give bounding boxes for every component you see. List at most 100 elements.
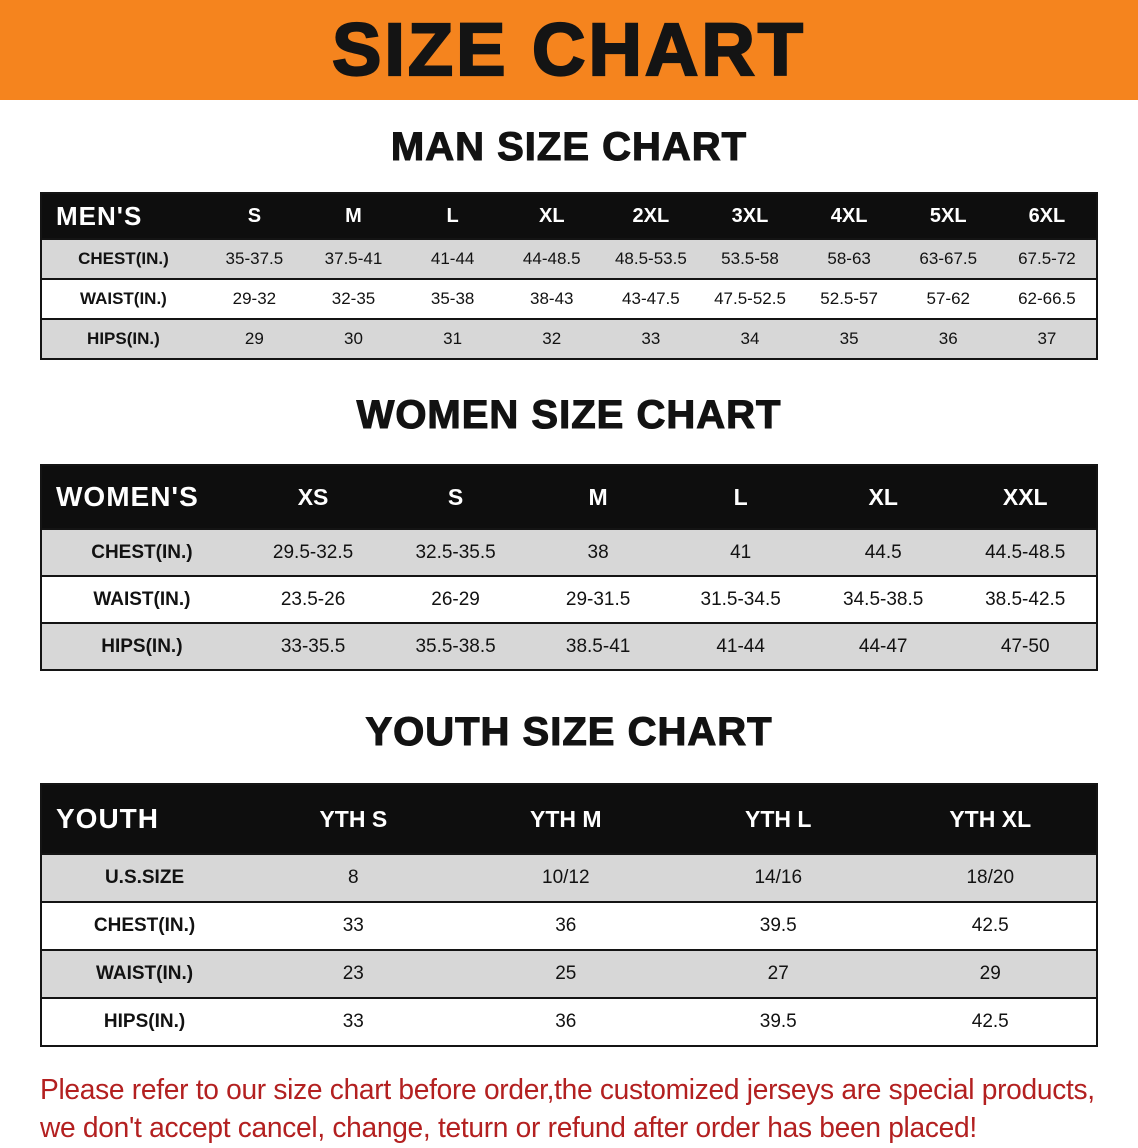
disclaimer-line-2: we don't accept cancel, change, teturn o… xyxy=(40,1112,977,1145)
measurement-value: 38.5-41 xyxy=(565,635,631,657)
table-header-row: WOMEN'S XS S M L XL XXL xyxy=(41,465,1097,529)
measurement-value: 41-44 xyxy=(430,249,475,268)
table-title-cell: WOMEN'S xyxy=(56,481,199,512)
measurement-value: 33 xyxy=(342,915,364,936)
measurement-value: 29.5-32.5 xyxy=(272,541,354,563)
table-title-cell: YOUTH xyxy=(56,803,159,834)
measurement-value: 38.5-42.5 xyxy=(985,588,1066,610)
size-column-header: M xyxy=(345,204,362,227)
size-column-header: YTH M xyxy=(530,805,602,832)
measurement-value: 42.5 xyxy=(971,915,1009,936)
size-column-header: 3XL xyxy=(731,204,769,227)
measurement-label: HIPS(IN.) xyxy=(103,1011,186,1032)
section-women: WOMEN SIZE CHART WOMEN'S XS S M L XL XXL CHEST(… xyxy=(0,392,1138,671)
size-column-header: YTH L xyxy=(745,805,812,832)
size-column-header: 4XL xyxy=(830,204,868,227)
measurement-value: 10/12 xyxy=(542,867,590,888)
measurement-value: 32.5-35.5 xyxy=(415,541,496,563)
measurement-value: 25 xyxy=(555,963,577,984)
measurement-value: 42.5 xyxy=(971,1011,1009,1032)
size-column-header: XXL xyxy=(1002,483,1048,510)
size-column-header: XL xyxy=(538,204,565,227)
size-column-header: M xyxy=(588,483,608,510)
men-size-chart-heading: MAN SIZE CHART xyxy=(390,124,748,169)
measurement-label: WAIST(IN.) xyxy=(93,588,191,610)
measurement-value: 23 xyxy=(342,963,364,984)
size-column-header: S xyxy=(247,204,262,227)
size-chart-content: MAN SIZE CHART MEN'S S M L XL 2XL 3XL 4XL 5XL 6XL… xyxy=(0,124,1138,1047)
measurement-value: 35-37.5 xyxy=(225,249,284,268)
measurement-row: WAIST(IN.) 29-32 32-35 35-38 38-43 43-47.5 47.… xyxy=(41,279,1097,319)
measurement-value: 44-47 xyxy=(858,635,908,657)
size-column-header: L xyxy=(446,204,459,227)
size-column-header: 5XL xyxy=(929,204,967,227)
disclaimer-line-1: Please refer to our size chart before or… xyxy=(40,1074,1095,1106)
measurement-value: 32-35 xyxy=(331,289,376,308)
measurement-value: 18/20 xyxy=(966,867,1015,888)
measurement-value: 35 xyxy=(839,329,859,348)
measurement-value: 47.5-52.5 xyxy=(714,289,786,308)
measurement-value: 23.5-26 xyxy=(280,588,346,610)
size-column-header: 6XL xyxy=(1028,204,1066,227)
measurement-value: 35-38 xyxy=(430,289,475,308)
women-size-table: WOMEN'S XS S M L XL XXL CHEST(IN.) 29.5-32.5 32.5… xyxy=(40,464,1098,671)
measurement-value: 37 xyxy=(1037,329,1057,348)
size-column-header: YTH XL xyxy=(949,805,1032,832)
banner: SIZE CHART xyxy=(0,0,1138,100)
measurement-value: 14/16 xyxy=(754,867,803,888)
youth-size-chart-heading: YOUTH SIZE CHART xyxy=(365,709,773,754)
measurement-value: 29 xyxy=(244,329,264,348)
measurement-value: 31.5-34.5 xyxy=(700,588,781,610)
measurement-value: 32 xyxy=(542,329,562,348)
measurement-label: U.S.SIZE xyxy=(104,867,185,888)
measurement-value: 48.5-53.5 xyxy=(614,249,687,268)
measurement-value: 38 xyxy=(587,541,609,563)
measurement-label: WAIST(IN.) xyxy=(95,963,194,984)
measurement-value: 29-31.5 xyxy=(565,588,631,610)
table-header-row: YOUTH YTH S YTH M YTH L YTH XL xyxy=(41,784,1097,854)
measurement-value: 67.5-72 xyxy=(1018,249,1076,268)
measurement-value: 33-35.5 xyxy=(280,635,346,657)
page-title: SIZE CHART xyxy=(331,8,806,91)
measurement-row: WAIST(IN.) 23.5-26 26-29 29-31.5 31.5-34.5 34… xyxy=(41,576,1097,623)
measurement-value: 8 xyxy=(348,867,359,888)
measurement-value: 62-66.5 xyxy=(1018,289,1076,308)
measurement-value: 44.5-48.5 xyxy=(985,541,1066,563)
measurement-value: 27 xyxy=(767,963,789,984)
disclaimer: Please refer to our size chart before or… xyxy=(40,1071,1105,1148)
size-column-header: XS xyxy=(297,483,329,510)
measurement-value: 31 xyxy=(443,329,463,348)
measurement-label: WAIST(IN.) xyxy=(79,289,167,308)
measurement-row: CHEST(IN.) 33 36 39.5 42.5 xyxy=(41,902,1097,950)
men-size-table: MEN'S S M L XL 2XL 3XL 4XL 5XL 6XL CHEST(IN.) 35-37… xyxy=(40,192,1098,360)
measurement-row: WAIST(IN.) 23 25 27 29 xyxy=(41,950,1097,998)
measurement-value: 39.5 xyxy=(759,915,797,936)
measurement-value: 58-63 xyxy=(827,249,871,268)
measurement-row: CHEST(IN.) 29.5-32.5 32.5-35.5 38 41 44.5 44.5… xyxy=(41,529,1097,576)
measurement-value: 44-48.5 xyxy=(522,249,581,268)
measurement-row: U.S.SIZE 8 10/12 14/16 18/20 xyxy=(41,854,1097,902)
table-header-row: MEN'S S M L XL 2XL 3XL 4XL 5XL 6XL xyxy=(41,193,1097,239)
size-column-header: L xyxy=(733,483,748,510)
youth-size-table: YOUTH YTH S YTH M YTH L YTH XL U.S.SIZE 8 10/12… xyxy=(40,783,1098,1047)
measurement-row: HIPS(IN.) 33-35.5 35.5-38.5 38.5-41 41-44 44-… xyxy=(41,623,1097,670)
measurement-value: 30 xyxy=(344,329,363,348)
measurement-value: 44.5 xyxy=(864,541,902,563)
measurement-value: 47-50 xyxy=(1000,635,1050,657)
measurement-label: CHEST(IN.) xyxy=(78,249,169,268)
measurement-row: HIPS(IN.) 29 30 31 32 33 34 35 36 37 xyxy=(41,319,1097,359)
measurement-value: 57-62 xyxy=(926,289,970,308)
measurement-label: HIPS(IN.) xyxy=(101,635,183,657)
section-youth: YOUTH SIZE CHART YOUTH YTH S YTH M YTH L YTH… xyxy=(0,709,1138,1047)
measurement-value: 52.5-57 xyxy=(820,289,878,308)
section-men: MAN SIZE CHART MEN'S S M L XL 2XL 3XL 4XL 5XL 6XL… xyxy=(0,124,1138,360)
measurement-value: 43-47.5 xyxy=(622,289,680,308)
measurement-value: 36 xyxy=(555,1011,577,1032)
women-size-chart-heading: WOMEN SIZE CHART xyxy=(356,392,782,437)
measurement-value: 36 xyxy=(938,329,958,348)
measurement-value: 53.5-58 xyxy=(721,249,779,268)
measurement-label: CHEST(IN.) xyxy=(91,541,193,563)
measurement-value: 33 xyxy=(342,1011,364,1032)
measurement-value: 35.5-38.5 xyxy=(415,635,496,657)
